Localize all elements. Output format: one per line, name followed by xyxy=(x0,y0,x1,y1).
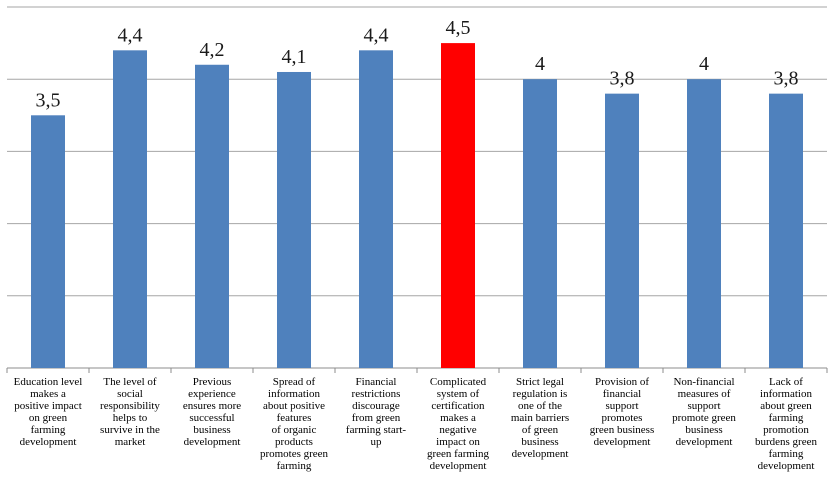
bar xyxy=(687,79,721,368)
bar xyxy=(441,43,475,368)
data-label: 4,4 xyxy=(364,24,389,46)
bar xyxy=(277,71,311,368)
data-label: 4 xyxy=(535,53,545,75)
x-tick-label: Lack of information about green farming … xyxy=(754,376,817,472)
data-label: 4,2 xyxy=(200,39,225,61)
data-label: 4 xyxy=(699,53,709,75)
bar xyxy=(113,50,147,368)
bar xyxy=(769,93,803,368)
x-tick-label: Provision of financial support promotes … xyxy=(589,376,655,448)
data-label: 4,4 xyxy=(118,24,143,46)
x-tick-label: Previous experience ensures more success… xyxy=(182,376,242,448)
data-label: 3,8 xyxy=(774,68,799,90)
data-label: 4,1 xyxy=(282,46,307,68)
x-tick-label: Education level makes a positive impact … xyxy=(13,376,83,448)
data-label: 3,5 xyxy=(36,89,61,111)
data-label: 4,5 xyxy=(446,17,471,39)
bar xyxy=(359,50,393,368)
x-tick-label: Strict legal regulation is one of the ma… xyxy=(510,376,570,460)
bars xyxy=(31,43,803,368)
x-tick-label: Financial restrictions discourage from g… xyxy=(345,376,407,448)
bar xyxy=(195,64,229,368)
data-labels: 3,5 4,4 4,2 4,1 4,4 4,5 4 3,8 4 3,8 xyxy=(36,17,799,111)
x-tick-label: The level of social responsibility helps… xyxy=(100,376,160,448)
x-tick-label: Non-financial measures of support promot… xyxy=(672,376,736,448)
bar xyxy=(605,93,639,368)
bar xyxy=(31,115,65,368)
bar xyxy=(523,79,557,368)
x-tick-label: Complicated system of certification make… xyxy=(427,376,489,472)
x-tick-label: Spread of information about positive fea… xyxy=(259,376,329,472)
data-label: 3,8 xyxy=(610,68,635,90)
